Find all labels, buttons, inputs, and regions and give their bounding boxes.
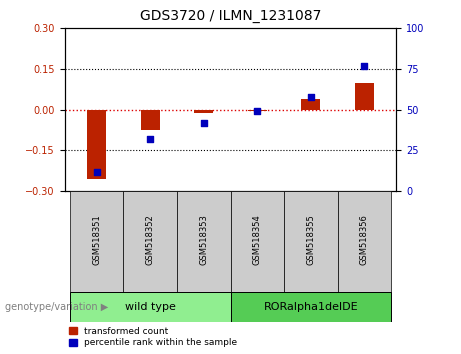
Text: GSM518352: GSM518352 (146, 214, 155, 265)
Bar (124, 191, 177, 292)
Text: GSM518353: GSM518353 (199, 214, 208, 265)
Bar (70, 292, 230, 322)
Point (147, 136, 154, 142)
Legend: transformed count, percentile rank within the sample: transformed count, percentile rank withi… (69, 327, 237, 347)
Text: wild type: wild type (125, 302, 176, 312)
Point (361, 63, 368, 69)
Bar (230, 292, 391, 322)
Bar (141, 110, 160, 130)
Text: RORalpha1delDE: RORalpha1delDE (264, 302, 358, 312)
Point (93, 169, 100, 175)
Bar (87, 110, 106, 179)
Text: GSM518351: GSM518351 (92, 214, 101, 265)
Bar (284, 191, 337, 292)
Bar (195, 110, 213, 113)
Point (254, 109, 261, 114)
Point (307, 94, 314, 99)
Bar (301, 99, 320, 110)
Text: GSM518356: GSM518356 (360, 214, 369, 265)
Text: GSM518355: GSM518355 (306, 214, 315, 265)
Bar (230, 191, 284, 292)
Bar (337, 191, 391, 292)
Point (200, 120, 207, 126)
Text: GSM518354: GSM518354 (253, 214, 262, 265)
Bar (355, 82, 374, 110)
Bar (177, 191, 230, 292)
Bar (70, 191, 124, 292)
Text: genotype/variation ▶: genotype/variation ▶ (5, 302, 108, 312)
Text: GDS3720 / ILMN_1231087: GDS3720 / ILMN_1231087 (140, 9, 321, 23)
